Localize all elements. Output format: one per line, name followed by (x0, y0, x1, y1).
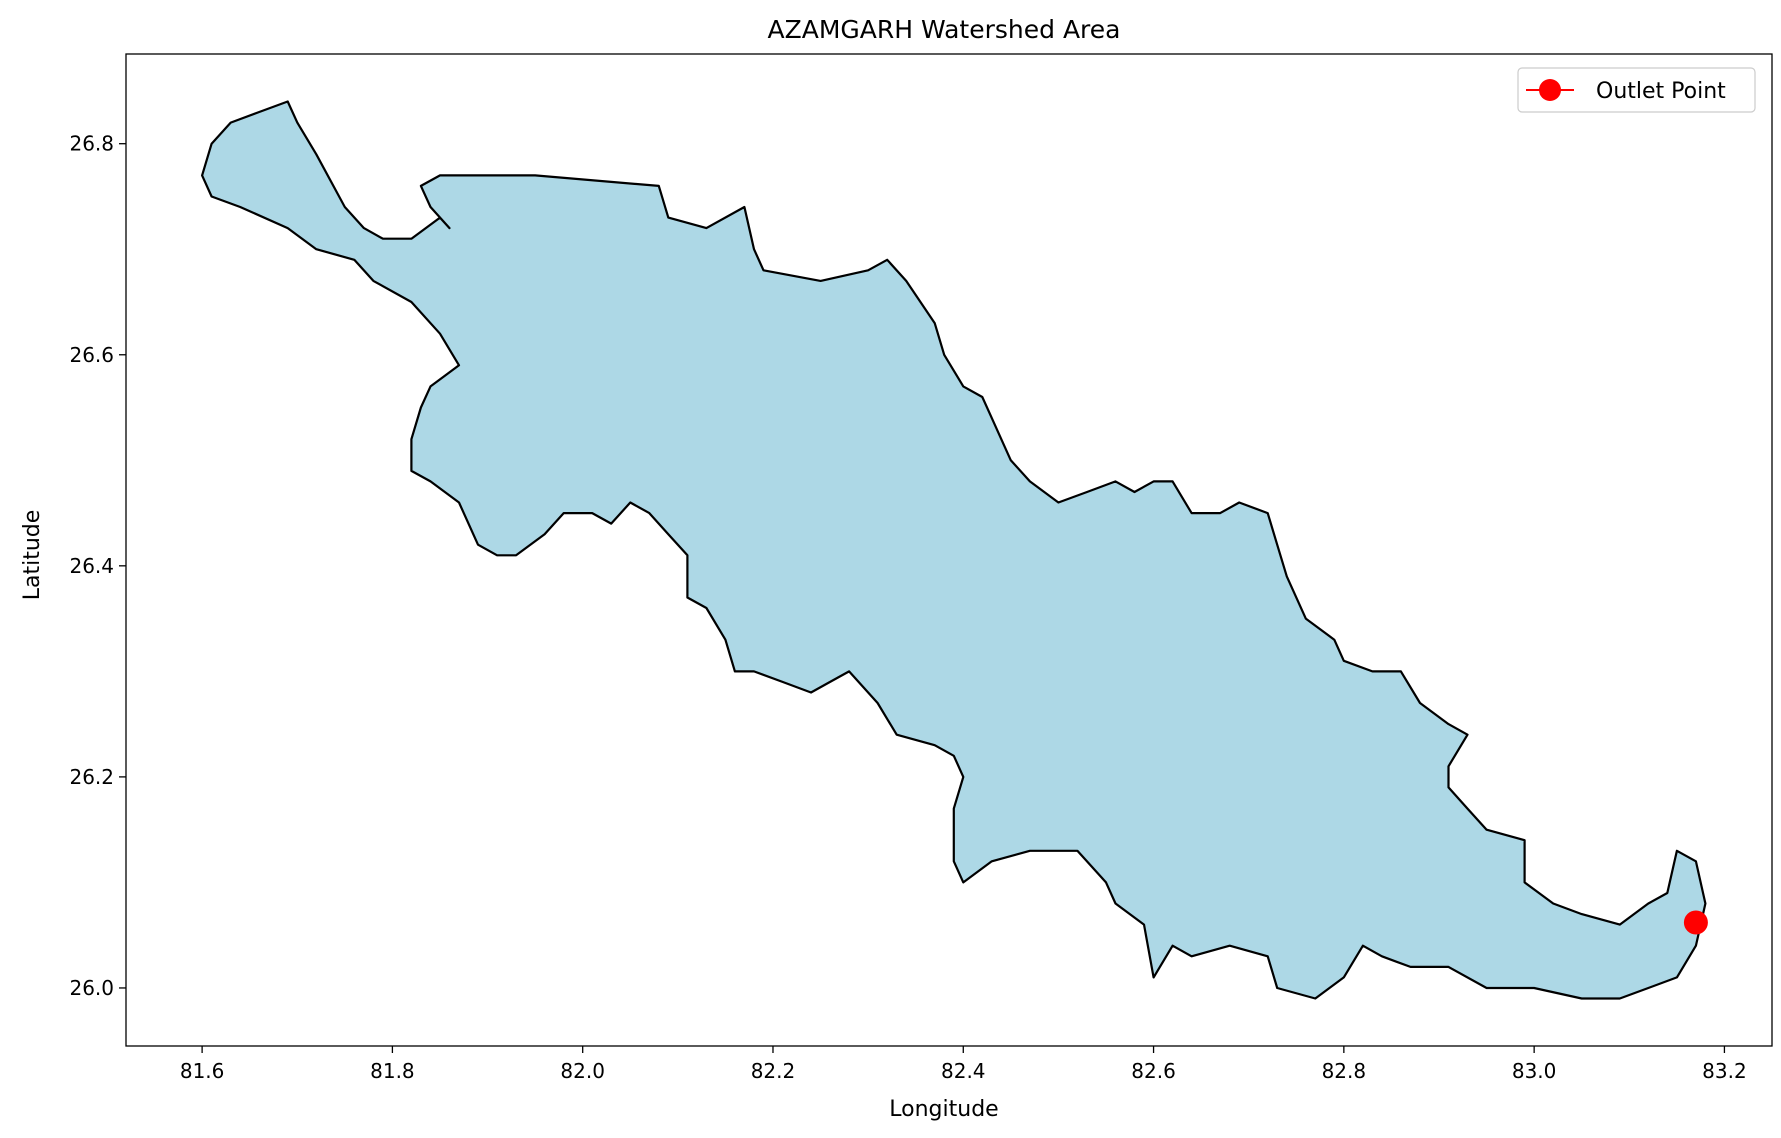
y-tick-label: 26.0 (69, 976, 114, 1000)
legend-marker-icon (1539, 79, 1561, 101)
y-tick-label: 26.4 (69, 554, 114, 578)
x-axis-label: Longitude (889, 1097, 998, 1122)
y-axis-label: Latitude (20, 510, 45, 601)
legend: Outlet Point (1517, 67, 1756, 113)
x-tick-label: 81.6 (180, 1059, 225, 1083)
x-tick-label: 81.8 (370, 1059, 415, 1083)
x-tick-label: 82.4 (941, 1059, 986, 1083)
x-tick-label: 83.2 (1702, 1059, 1747, 1083)
y-tick-label: 26.8 (69, 132, 114, 156)
x-tick-label: 82.6 (1131, 1059, 1176, 1083)
y-axis-ticks: 26.0 26.2 26.4 26.6 26.8 (69, 132, 126, 1000)
x-tick-label: 82.0 (560, 1059, 605, 1083)
legend-label: Outlet Point (1596, 79, 1726, 104)
x-tick-label: 82.2 (751, 1059, 796, 1083)
watershed-polygon (201, 100, 1707, 1000)
legend-box (1517, 67, 1756, 113)
axes-frame (125, 53, 1773, 1047)
chart-title: AZAMGARH Watershed Area (768, 15, 1121, 44)
y-tick-label: 26.6 (69, 343, 114, 367)
x-tick-label: 82.8 (1322, 1059, 1367, 1083)
x-axis-ticks: 81.6 81.8 82.0 82.2 82.4 82.6 82.8 83.0 83.2 (180, 1046, 1747, 1083)
y-tick-label: 26.2 (69, 765, 114, 789)
outlet-point-marker (1683, 910, 1708, 935)
plot-area (201, 100, 1708, 1000)
x-tick-label: 83.0 (1512, 1059, 1557, 1083)
